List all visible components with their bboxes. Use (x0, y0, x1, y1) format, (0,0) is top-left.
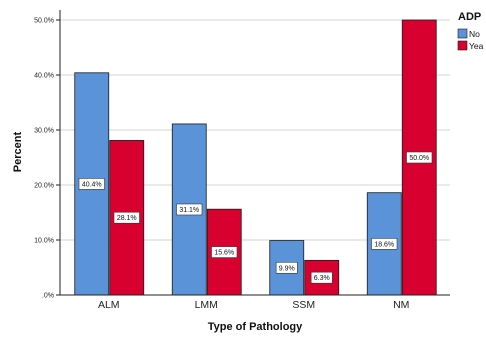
data-label: 6.3% (314, 275, 330, 282)
data-label: 31.1% (179, 207, 199, 214)
data-label: 15.6% (214, 250, 234, 257)
y-tick-label: .0% (42, 293, 54, 300)
data-label-box (310, 271, 333, 284)
x-tick-labels: ALM LMM SSM NM (98, 299, 409, 311)
data-label: 18.6% (374, 241, 394, 248)
legend-swatch-no (457, 28, 468, 39)
y-tick-label: 20.0% (34, 183, 54, 190)
data-labels: 40.4% 28.1% 31.1% 15.6% 9.9% 6.3% 18.6% 50.0% (78, 151, 433, 284)
y-tick-label: 30.0% (34, 128, 54, 135)
y-tick-label: 10.0% (34, 238, 54, 245)
legend-title: ADP (458, 11, 481, 23)
y-tick-labels: .0% 10.0% 20.0% 30.0% 40.0% 50.0% (34, 18, 60, 300)
x-axis-title: Type of Pathology (208, 321, 303, 333)
x-tick-label: NM (393, 299, 409, 311)
data-label: 50.0% (409, 155, 429, 162)
data-label-box (78, 178, 105, 190)
bar-yea-ssm (304, 259, 340, 296)
data-label-box (113, 211, 140, 224)
y-tick-label: 50.0% (34, 18, 54, 25)
data-label: 28.1% (117, 215, 137, 222)
legend-swatch-yea (457, 40, 468, 51)
data-label-box (275, 261, 298, 274)
legend: ADP No Yea (457, 11, 484, 51)
data-label-box (371, 238, 398, 250)
y-axis-title: Percent (12, 131, 24, 172)
x-tick-label: LMM (195, 299, 218, 311)
data-label: 9.9% (279, 265, 295, 272)
legend-label-yea: Yea (469, 41, 484, 51)
legend-label-no: No (469, 29, 480, 39)
data-label: 40.4% (82, 181, 102, 188)
x-tick-label: ALM (98, 299, 120, 311)
x-tick-label: SSM (292, 299, 315, 311)
data-label-box (406, 151, 433, 164)
data-label-box (176, 203, 203, 216)
y-tick-label: 40.0% (34, 73, 54, 80)
data-label-box (211, 246, 238, 258)
